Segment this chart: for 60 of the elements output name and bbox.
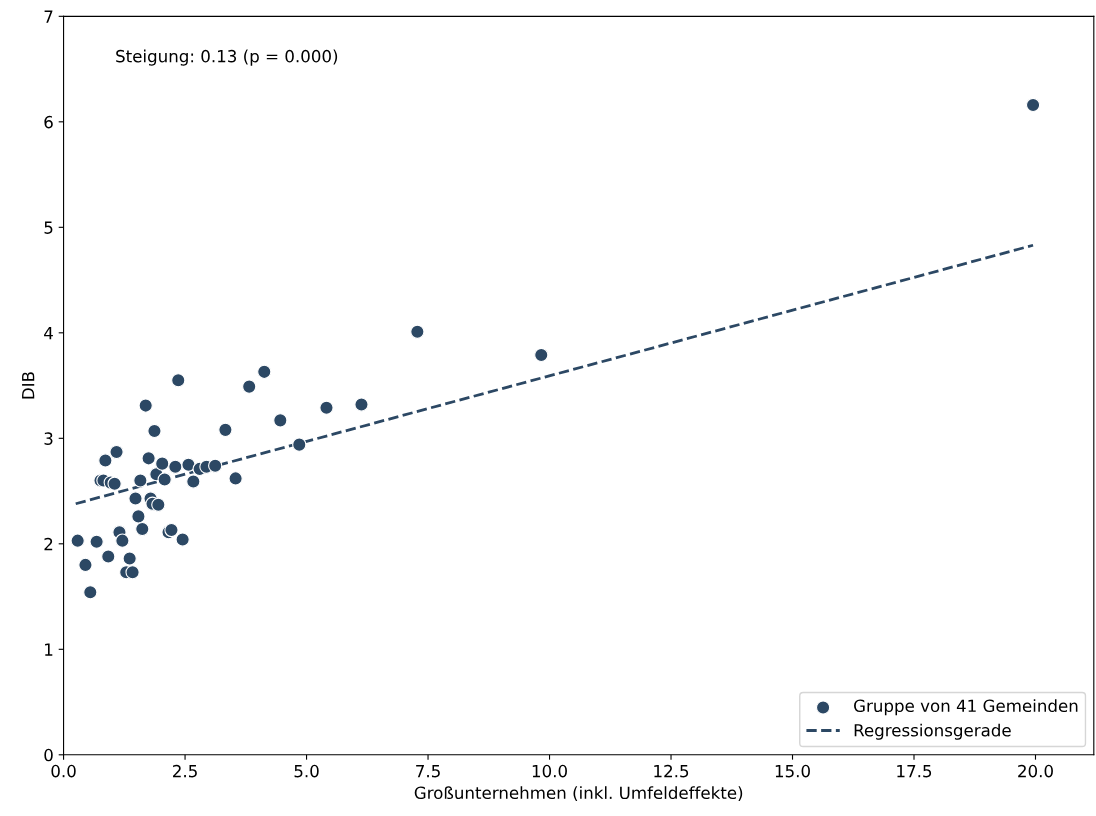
- x-tick-label: 12.5: [654, 764, 689, 778]
- point: [319, 400, 334, 415]
- x-tick-label: 0.0: [51, 764, 76, 778]
- point: [83, 585, 98, 600]
- point: [101, 549, 116, 564]
- y-tick-label: 6: [44, 115, 53, 129]
- point: [228, 471, 243, 486]
- point: [168, 459, 183, 474]
- legend-label: Gruppe von 41 Gemeinden: [854, 699, 1078, 716]
- point: [157, 472, 172, 487]
- point: [109, 444, 124, 460]
- legend-label: Regressionsgerade: [854, 723, 1011, 740]
- y-tick-label: 2: [44, 537, 53, 551]
- point: [273, 413, 288, 428]
- point: [125, 565, 140, 580]
- point: [89, 534, 104, 549]
- point: [135, 521, 150, 537]
- x-tick-label: 5.0: [294, 764, 319, 778]
- point: [70, 533, 85, 548]
- point: [410, 324, 425, 339]
- point: [181, 457, 196, 472]
- point: [128, 491, 143, 506]
- point: [292, 437, 307, 452]
- x-tick-label: 15.0: [775, 764, 810, 778]
- point: [151, 497, 166, 512]
- point: [147, 423, 162, 439]
- y-tick-label: 7: [44, 10, 53, 23]
- point: [122, 551, 137, 566]
- point: [78, 557, 93, 573]
- point: [186, 474, 201, 489]
- x-tick-label: 10.0: [532, 764, 567, 778]
- x-tick-label: 7.5: [416, 765, 440, 778]
- point: [155, 456, 170, 471]
- y-axis-title: DIB: [22, 372, 35, 399]
- point: [218, 422, 233, 438]
- point: [1025, 97, 1041, 113]
- y-tick-label: 3: [44, 432, 53, 445]
- point: [242, 379, 257, 394]
- point: [171, 373, 186, 388]
- y-tick-label: 0: [44, 748, 53, 762]
- y-tick-label: 1: [45, 643, 53, 656]
- point: [141, 451, 156, 466]
- point: [115, 533, 130, 548]
- point: [107, 476, 122, 491]
- point: [98, 453, 113, 468]
- annotation: Steigung: 0.13 (p = 0.000): [116, 49, 338, 66]
- point: [131, 509, 146, 524]
- x-axis-title: Großunternehmen (inkl. Umfeldeffekte): [414, 786, 743, 802]
- point: [138, 398, 153, 413]
- point: [534, 347, 549, 363]
- y-tick-label: 4: [44, 326, 53, 340]
- point: [208, 458, 223, 473]
- x-tick-label: 17.5: [897, 765, 932, 778]
- x-tick-label: 20.0: [1018, 764, 1053, 778]
- x-tick-label: 2.5: [173, 764, 197, 778]
- point: [257, 364, 272, 379]
- point: [133, 473, 148, 488]
- y-tick-label: 5: [44, 221, 53, 234]
- point: [354, 397, 369, 412]
- point: [175, 532, 190, 547]
